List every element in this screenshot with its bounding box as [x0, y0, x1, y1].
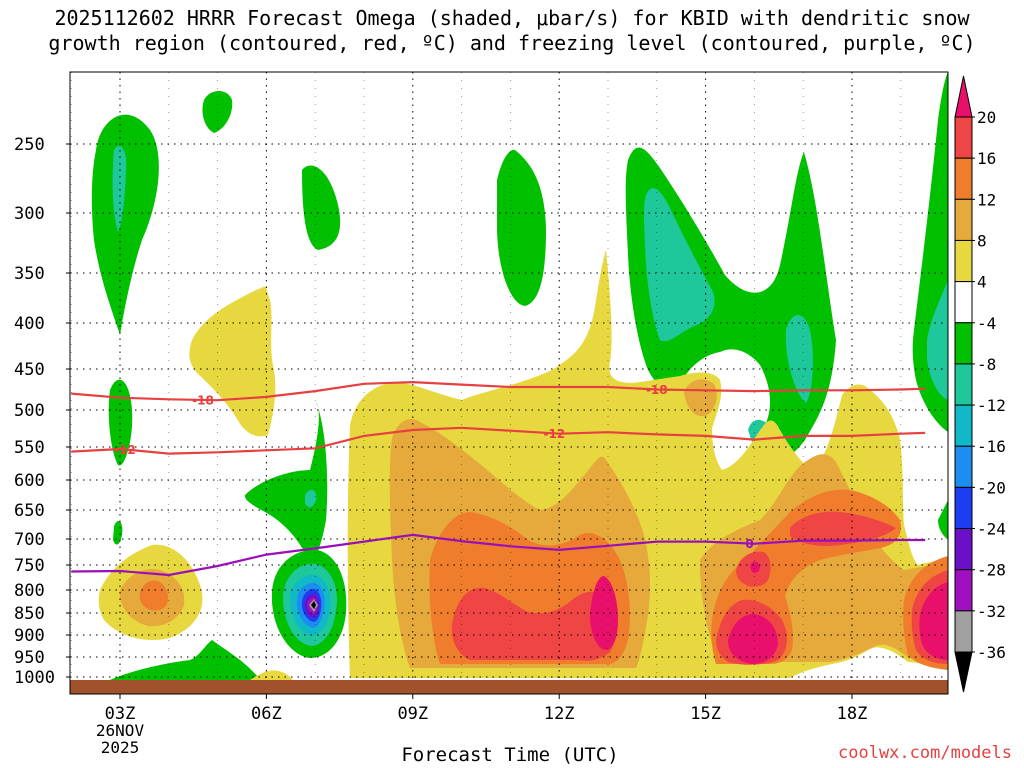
- colorbar-tick-label: 16: [977, 149, 996, 168]
- isotherm--18-label: -18: [646, 383, 668, 397]
- y-tick-label: 350: [14, 264, 45, 284]
- shaded-omega-minus4-region-07z-upper: [302, 165, 341, 250]
- colorbar-tick-label: -8: [977, 355, 996, 374]
- colorbar: 20 16 12 8 4 -4 -8 -12 -16 -20 -24 -28 -32 -36: [954, 75, 1006, 693]
- y-tick-label: 1000: [14, 668, 55, 688]
- colorbar-tick-label: 12: [977, 190, 996, 209]
- y-tick-label: 950: [14, 648, 45, 668]
- colorbar-tick-label: -32: [977, 602, 1006, 621]
- isotherm-layer: -18 -18 -12 -12 0: [71, 380, 926, 577]
- colorbar-swatch: [954, 363, 973, 406]
- isotherm--18-line: [71, 380, 926, 402]
- colorbar-swatch: [954, 116, 973, 159]
- shaded-omega-minus8-region-14z-upper: [644, 188, 715, 342]
- shaded-omega-8-region-14z-480mb: [684, 379, 717, 417]
- chart-title-line-1: 2025112602 HRRR Forecast Omega (shaded, …: [54, 6, 970, 30]
- terrain-surface: [70, 680, 948, 694]
- shaded-omega-minus4-region-11z-upper: [497, 149, 546, 306]
- y-tick-label: 550: [14, 438, 45, 458]
- shaded-omega-16-region-10z-13z: [451, 587, 616, 661]
- colorbar-swatch: [954, 610, 973, 653]
- shaded-omega-minus4-region-19z-680mb: [938, 500, 948, 540]
- shaded-downward-regions: [90, 72, 948, 694]
- shaded-omega-minus4-region-03z-upper: [91, 114, 159, 335]
- colorbar-swatch: [954, 239, 973, 283]
- shaded-omega-20-region-19z: [919, 582, 948, 660]
- y-tick-label: 900: [14, 626, 45, 646]
- colorbar-tick-label: -20: [977, 478, 1006, 497]
- y-tick-label: 800: [14, 581, 45, 601]
- x-tick-label: 09Z: [397, 704, 428, 724]
- y-tick-label: 750: [14, 556, 45, 576]
- shaded-omega-minus4-region-03z-500mb: [108, 379, 133, 466]
- x-tick-label: 03Z: [105, 704, 136, 724]
- colorbar-swatch: [954, 445, 973, 488]
- colorbar-tick-label: -4: [977, 314, 996, 333]
- colorbar-swatch: [954, 281, 973, 324]
- shaded-omega-4-region-05z-400mb: [189, 286, 276, 437]
- colorbar-tick-label: 8: [977, 231, 987, 250]
- y-tick-label: 250: [14, 135, 45, 155]
- colorbar-tick-label: -36: [977, 643, 1006, 662]
- isotherm--12-label: -12: [114, 443, 136, 457]
- y-tick-label: 300: [14, 204, 45, 224]
- shaded-omega-12-region-03z-04z: [139, 580, 168, 611]
- x-axis-title: Forecast Time (UTC): [401, 744, 619, 766]
- colorbar-tick-label: -28: [977, 561, 1006, 580]
- colorbar-swatch: [954, 404, 973, 447]
- x-tick-label: 06Z: [251, 704, 282, 724]
- shaded-omega-minus4-region-03z-680mb: [113, 520, 123, 545]
- shaded-omega-20-region-16z: [728, 614, 778, 664]
- shaded-omega-minus8-region-16z-400mb: [785, 315, 813, 403]
- colorbar-tick-label: 4: [977, 273, 987, 292]
- colorbar-swatch: [954, 528, 973, 571]
- x-tick-label: 15Z: [690, 704, 721, 724]
- y-tick-label: 850: [14, 604, 45, 624]
- isotherm--18-label: -18: [192, 393, 214, 407]
- x-date-label-year: 2025: [101, 738, 140, 757]
- colorbar-swatch: [954, 486, 973, 530]
- shaded-omega-minus8-region-19z-upper: [927, 280, 948, 400]
- y-tick-label: 450: [14, 360, 45, 380]
- y-tick-label: 500: [14, 401, 45, 421]
- colorbar-tick-label: -16: [977, 437, 1006, 456]
- isotherm--12-line: [71, 426, 926, 455]
- plot-area: -18 -18 -12 -12 0: [70, 72, 948, 694]
- y-tick-label: 650: [14, 501, 45, 521]
- shaded-omega-minus8-region-07z-600mb: [305, 489, 317, 508]
- shaded-omega-16-region-17z-18z-700mb: [790, 511, 896, 546]
- credit-text: coolwx.com/models: [838, 743, 1012, 763]
- shaded-omega-minus36-region-07z-800mb: [311, 601, 316, 609]
- colorbar-swatch: [954, 322, 973, 365]
- colorbar-swatch: [954, 157, 973, 200]
- y-tick-label: 700: [14, 530, 45, 550]
- isotherm--12-label: -12: [543, 427, 565, 441]
- axes-layer: 2503003504004505005506006507007508008509…: [14, 135, 867, 757]
- colorbar-tick-label: 20: [977, 108, 996, 127]
- colorbar-tick-label: -24: [977, 520, 1006, 539]
- colorbar-swatch: [954, 198, 973, 241]
- x-tick-label: 12Z: [544, 704, 575, 724]
- y-tick-label: 400: [14, 314, 45, 334]
- isotherm-0-line: [71, 533, 926, 577]
- x-tick-label: 18Z: [837, 704, 868, 724]
- colorbar-bottom-triangle: [954, 651, 973, 693]
- shaded-omega-minus4-region-07z-600mb: [244, 402, 328, 561]
- colorbar-top-triangle: [954, 75, 973, 118]
- plot-border: [69, 71, 949, 695]
- shaded-omega-minus8-region-03z-upper: [112, 146, 127, 232]
- y-tick-label: 600: [14, 471, 45, 491]
- chart-title-line-2: growth region (contoured, red, ºC) and f…: [48, 31, 976, 55]
- isotherm-0-label: 0: [745, 537, 753, 551]
- x-date-label-day: 26NOV: [96, 721, 145, 740]
- shaded-omega-20-region-16z-800mb: [750, 561, 760, 573]
- colorbar-swatch: [954, 569, 973, 612]
- colorbar-tick-label: -12: [977, 396, 1006, 415]
